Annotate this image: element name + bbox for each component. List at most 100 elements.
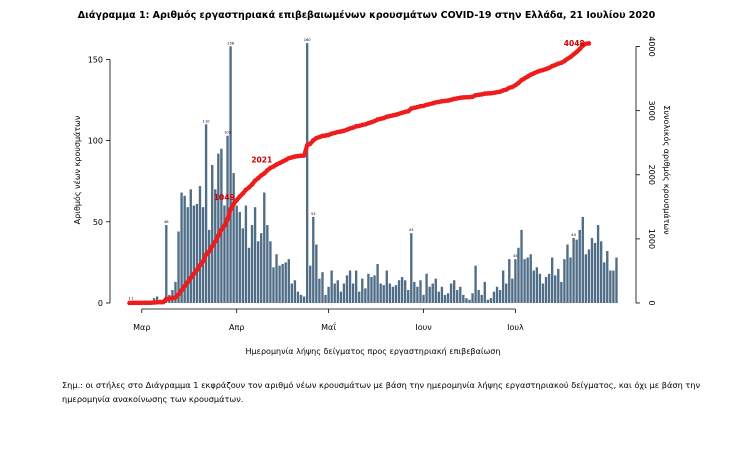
bar-day-23 bbox=[198, 186, 202, 303]
bar-day-114 bbox=[477, 290, 480, 303]
bar-day-97 bbox=[425, 273, 428, 303]
bar-value-label-145: 44 bbox=[571, 233, 576, 237]
bar-day-125 bbox=[511, 278, 514, 303]
bar-value-label-60: 53 bbox=[311, 212, 316, 216]
cumulative-point-26 bbox=[206, 249, 212, 254]
bar-day-60 bbox=[312, 216, 315, 303]
bar-day-100 bbox=[434, 278, 437, 303]
bar-day-29 bbox=[217, 153, 220, 303]
bar-day-43 bbox=[260, 233, 263, 303]
bar-day-139 bbox=[554, 275, 557, 303]
bar-day-53 bbox=[290, 283, 294, 303]
bar-day-27 bbox=[211, 164, 214, 303]
bar-value-label-33: 158 bbox=[227, 41, 235, 45]
bar-day-40 bbox=[250, 225, 254, 303]
bar-day-54 bbox=[293, 280, 297, 303]
bar-day-103 bbox=[443, 294, 447, 303]
bar-day-61 bbox=[315, 244, 318, 303]
bar-day-107 bbox=[456, 290, 459, 303]
y2-tick-label-2000: 2000 bbox=[647, 165, 656, 185]
bar-day-104 bbox=[446, 293, 450, 303]
cumulative-point-31 bbox=[222, 223, 227, 229]
bar-day-85 bbox=[388, 283, 392, 303]
cumulative-point-44 bbox=[261, 171, 267, 176]
cumulative-point-17 bbox=[179, 287, 184, 293]
cumulative-point-147 bbox=[577, 46, 583, 52]
x-tick-label-0: Μαρ bbox=[133, 323, 150, 332]
y2-axis-title: Συνολικός αριθμός κρουσμάτων bbox=[662, 105, 672, 235]
bar-day-19 bbox=[186, 207, 189, 303]
cumulative-point-40 bbox=[249, 182, 255, 187]
bar-day-149 bbox=[584, 254, 588, 303]
chart-axes: 0 50 100 150 0 1000 2000 3000 4000 Μαρ Απρ Μαΐ Ιουν Ι… bbox=[88, 36, 656, 332]
bar-day-111 bbox=[468, 299, 471, 303]
bar-day-119 bbox=[492, 291, 496, 303]
bar-day-70 bbox=[342, 283, 346, 303]
bar-day-30 bbox=[220, 148, 223, 303]
y-tick-label-100: 100 bbox=[88, 137, 103, 146]
daily-cases-bars bbox=[128, 43, 618, 304]
cumulative-point-150 bbox=[586, 41, 592, 46]
bar-day-93 bbox=[413, 281, 416, 303]
x-tick-label-2: Μαΐ bbox=[321, 321, 336, 332]
bar-day-56 bbox=[299, 294, 303, 303]
cumulative-point-41 bbox=[252, 178, 258, 183]
cumulative-point-20 bbox=[188, 275, 194, 280]
bar-day-126 bbox=[514, 259, 517, 303]
cumulative-point-127 bbox=[516, 80, 521, 86]
bar-day-77 bbox=[364, 288, 367, 303]
bar-day-147 bbox=[578, 229, 581, 303]
bar-day-45 bbox=[266, 225, 269, 303]
bar-day-144 bbox=[569, 257, 572, 303]
y-axis-title: Αριθμός νέων κρουσμάτων bbox=[72, 115, 82, 224]
line-label-4048: 4048 bbox=[564, 39, 585, 48]
bar-day-82 bbox=[379, 283, 382, 303]
cumulative-point-42 bbox=[255, 175, 261, 181]
bar-value-label-92: 43 bbox=[409, 228, 414, 232]
bar-day-35 bbox=[235, 205, 238, 303]
cumulative-point-21 bbox=[191, 271, 197, 277]
bar-day-39 bbox=[247, 247, 251, 303]
bar-day-99 bbox=[431, 283, 434, 303]
bar-day-91 bbox=[407, 290, 410, 303]
bar-day-46 bbox=[269, 241, 272, 303]
cumulative-point-144 bbox=[568, 54, 573, 60]
bar-day-49 bbox=[278, 265, 281, 303]
bar-day-83 bbox=[382, 285, 385, 303]
x-tick-label-3: Ιουν bbox=[415, 323, 432, 332]
y2-tick-label-4000: 4000 bbox=[647, 36, 656, 56]
bar-day-80 bbox=[373, 275, 376, 303]
cumulative-point-91 bbox=[405, 109, 411, 114]
bar-day-58 bbox=[305, 43, 309, 304]
bar-day-21 bbox=[192, 205, 196, 303]
bar-day-71 bbox=[345, 275, 349, 303]
bar-day-52 bbox=[287, 259, 290, 303]
bar-day-18 bbox=[183, 195, 186, 303]
bar-day-106 bbox=[452, 280, 456, 303]
bar-day-135 bbox=[541, 283, 545, 303]
y-tick-label-50: 50 bbox=[93, 218, 103, 227]
y2-tick-label-3000: 3000 bbox=[647, 100, 656, 120]
bar-day-20 bbox=[189, 189, 192, 303]
bar-day-44 bbox=[263, 192, 266, 303]
bar-day-155 bbox=[603, 262, 606, 303]
bar-day-72 bbox=[348, 270, 352, 303]
bar-day-136 bbox=[544, 277, 548, 303]
bar-day-16 bbox=[177, 231, 180, 303]
bar-day-69 bbox=[339, 291, 343, 303]
bar-day-22 bbox=[195, 203, 199, 303]
x-tick-label-1: Απρ bbox=[229, 323, 244, 332]
cumulative-point-25 bbox=[203, 252, 209, 257]
bar-value-label-126: 45 bbox=[513, 254, 518, 258]
cumulative-point-19 bbox=[185, 279, 191, 285]
y2-tick-label-0: 0 bbox=[647, 300, 656, 305]
cumulative-point-33 bbox=[228, 206, 233, 212]
cumulative-point-23 bbox=[197, 263, 203, 268]
bar-day-74 bbox=[354, 270, 358, 303]
bar-day-59 bbox=[309, 265, 312, 303]
bar-day-50 bbox=[281, 264, 284, 303]
bar-day-33 bbox=[229, 46, 232, 304]
bar-day-110 bbox=[465, 298, 468, 303]
bar-day-68 bbox=[336, 280, 339, 303]
